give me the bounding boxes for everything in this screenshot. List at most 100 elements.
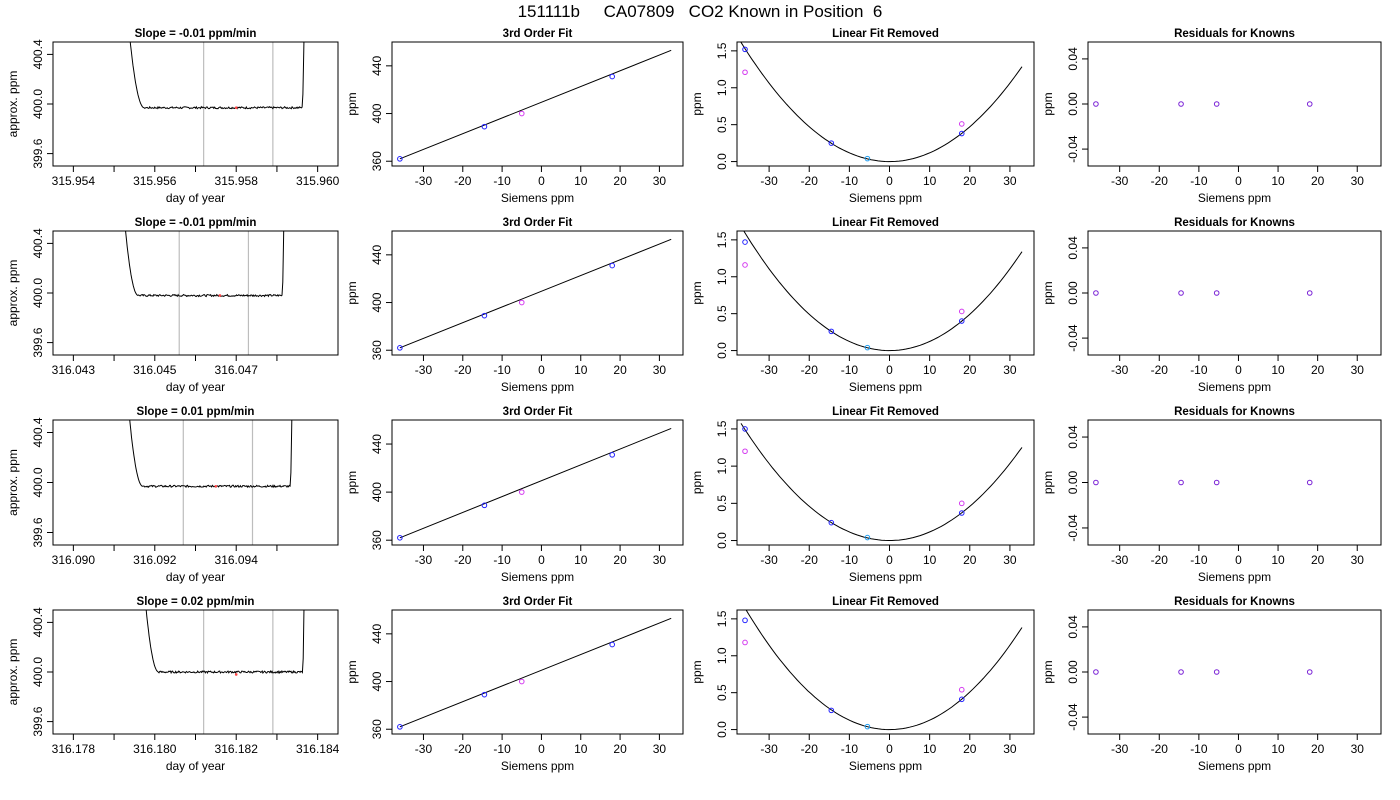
data-point: [1213, 101, 1220, 107]
y-tick-label: 399.6: [31, 327, 45, 357]
y-tick-label: 0.5: [715, 116, 729, 133]
x-tick-label: 315.956: [133, 174, 177, 188]
panel-r4-c2: 3rd Order Fit -30 -20 -10 0 10 20 30 360 400 440 Si…: [345, 596, 684, 773]
panel-r1-c4: Residuals for Knowns -30 -20 -10 0 10 20 30 -0.0…: [1041, 28, 1382, 205]
x-tick-label: -30: [1111, 174, 1129, 188]
data-point: [742, 617, 748, 624]
panel-title: Residuals for Knowns: [1174, 217, 1295, 229]
panel-title: 3rd Order Fit: [503, 406, 573, 418]
y-axis-label: ppm: [345, 471, 359, 494]
plot-frame: [391, 41, 684, 167]
y-tick-label: 0.0: [715, 153, 729, 170]
panel-title: Slope = 0.02 ppm/min: [137, 596, 255, 608]
x-tick-label: 316.094: [215, 553, 259, 567]
concentration-trace: [129, 42, 305, 110]
panel-title: Linear Fit Removed: [832, 217, 939, 229]
x-tick-label: 20: [1311, 553, 1325, 567]
y-tick-label: 400.0: [31, 278, 45, 308]
fit-line: [399, 238, 672, 349]
data-point: [1093, 479, 1099, 486]
x-tick-label: -30: [760, 742, 778, 756]
y-tick-label: 360: [370, 340, 384, 360]
y-tick-label: 0.5: [715, 495, 729, 512]
panel-r2-c3: Linear Fit Removed -30 -20 -10 0 10 20 30 0.0 0.5…: [690, 217, 1035, 394]
data-point: [1178, 669, 1184, 675]
x-axis-label: Siemens ppm: [849, 759, 922, 773]
y-tick-label: 400.4: [31, 417, 45, 447]
y-tick-label: 0.0: [715, 342, 729, 359]
plot-frame: [1087, 41, 1382, 167]
y-tick-label: 360: [370, 151, 384, 171]
x-tick-label: 20: [613, 742, 627, 756]
x-tick-label: -30: [415, 553, 433, 567]
panel-r3-c4: Residuals for Knowns -30 -20 -10 0 10 20 30 -0.0…: [1041, 406, 1382, 584]
y-axis-label: ppm: [690, 92, 704, 115]
data-point: [1306, 290, 1313, 296]
quadratic-fit-curve: [740, 423, 1023, 541]
data-point: [828, 328, 835, 335]
y-tick-label: 0.5: [715, 305, 729, 322]
y-axis-label: ppm: [1041, 281, 1055, 304]
y-tick-label: 0.0: [715, 721, 729, 738]
data-point: [1306, 669, 1313, 675]
x-axis-label: Siemens ppm: [1198, 191, 1271, 205]
y-tick-label: 0.04: [1066, 615, 1080, 639]
x-tick-label: 10: [1271, 174, 1285, 188]
x-tick-label: 0: [1235, 742, 1242, 756]
y-axis-label: ppm: [1041, 92, 1055, 115]
panel-r4-c4: Residuals for Knowns -30 -20 -10 0 10 20 30 -0.0…: [1041, 596, 1382, 773]
y-axis-label: ppm: [690, 471, 704, 494]
x-tick-label: -10: [1190, 553, 1208, 567]
marker-point: [234, 106, 238, 110]
marker-point: [218, 294, 222, 297]
x-tick-label: -10: [841, 553, 859, 567]
plot-frame: [1087, 419, 1382, 546]
x-tick-label: 10: [923, 553, 937, 567]
panel-r2-c1: Slope = -0.01 ppm/min 316.043 316.045 316.0…: [6, 217, 339, 394]
x-tick-label: 30: [653, 363, 667, 377]
x-tick-label: 316.180: [133, 742, 177, 756]
y-tick-label: 1.0: [715, 647, 729, 664]
y-tick-label: -0.04: [1066, 324, 1080, 352]
x-tick-label: -30: [760, 174, 778, 188]
x-tick-label: 316.092: [133, 553, 177, 567]
panel-title: 3rd Order Fit: [503, 217, 573, 229]
x-tick-label: 20: [1311, 742, 1325, 756]
x-tick-label: -30: [415, 363, 433, 377]
quadratic-fit-curve: [745, 610, 1023, 731]
x-tick-label: 10: [923, 363, 937, 377]
y-axis-label: approx. ppm: [6, 260, 20, 327]
panel-r1-c3: Linear Fit Removed -30 -20 -10 0 10 20 30 0.0 0.5…: [690, 28, 1035, 205]
x-tick-label: 0: [1235, 363, 1242, 377]
data-point: [609, 641, 616, 648]
data-point: [518, 489, 525, 495]
data-layer: [1093, 479, 1313, 486]
x-axis-label: Siemens ppm: [1198, 759, 1271, 773]
x-tick-label: -30: [1111, 553, 1129, 567]
panel-title: 3rd Order Fit: [503, 28, 573, 40]
x-tick-label: -10: [841, 363, 859, 377]
plot-frame: [52, 419, 339, 546]
x-tick-label: 20: [963, 742, 977, 756]
panel-r2-c4: Residuals for Knowns -30 -20 -10 0 10 20 30 -0.0…: [1041, 217, 1382, 394]
x-tick-label: 0: [886, 553, 893, 567]
data-point: [1213, 479, 1220, 486]
data-point: [742, 448, 748, 455]
quadratic-fit-curve: [740, 42, 1023, 163]
figure-title: 151111b CA07809 CO2 Known in Position 6: [517, 2, 883, 21]
data-point: [397, 156, 403, 162]
quadratic-fit-curve: [743, 231, 1023, 352]
x-tick-label: 316.045: [133, 363, 177, 377]
x-tick-label: 10: [574, 174, 588, 188]
x-axis-label: Siemens ppm: [501, 380, 574, 394]
x-tick-label: 0: [1235, 553, 1242, 567]
data-point: [742, 639, 748, 646]
data-point: [397, 724, 403, 730]
x-tick-label: 30: [1351, 174, 1365, 188]
panel-title: Linear Fit Removed: [832, 406, 939, 418]
y-tick-label: 1.0: [715, 457, 729, 474]
plot-frame: [736, 41, 1035, 167]
y-tick-label: 400.0: [31, 467, 45, 497]
x-tick-label: 30: [1351, 742, 1365, 756]
